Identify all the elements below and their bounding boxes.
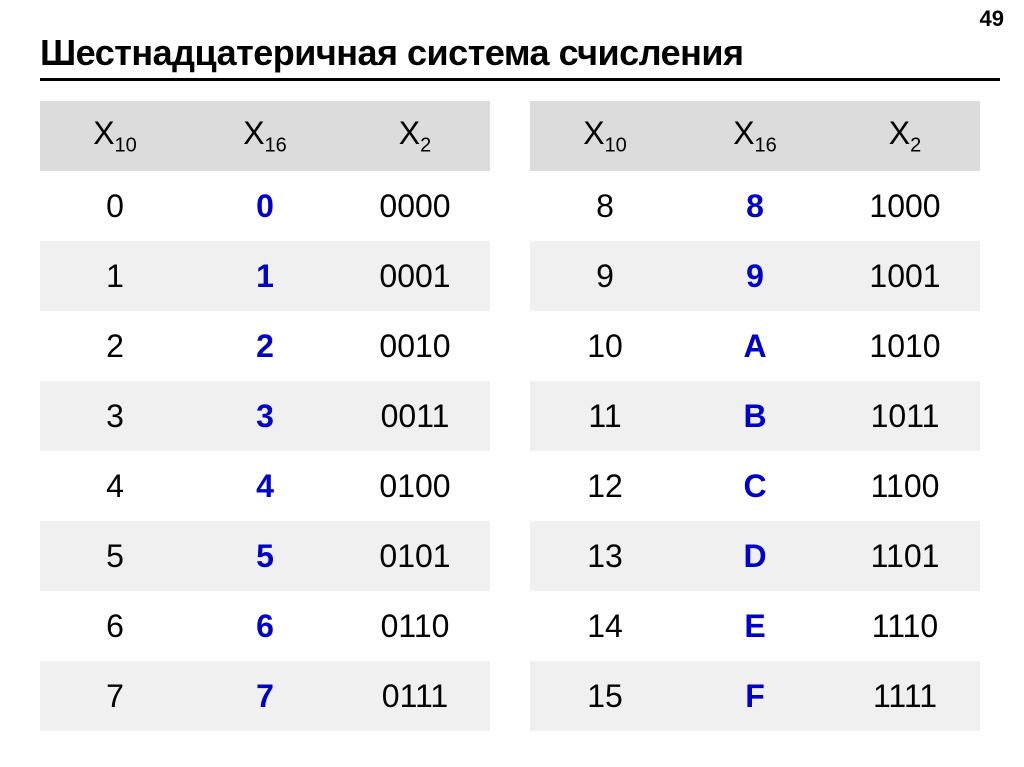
cell-dec: 0 — [40, 171, 190, 241]
right-table: X10 X16 X2 88100099100110A101011B101112C… — [530, 101, 980, 731]
cell-dec: 1 — [40, 241, 190, 311]
header-hex: X16 — [680, 101, 830, 171]
table-row: 770111 — [40, 661, 490, 731]
cell-dec: 9 — [530, 241, 680, 311]
table-row: 14E1110 — [530, 591, 980, 661]
cell-dec: 6 — [40, 591, 190, 661]
cell-hex: 2 — [190, 311, 340, 381]
cell-hex: C — [680, 451, 830, 521]
cell-bin: 0111 — [340, 661, 490, 731]
header-hex: X16 — [190, 101, 340, 171]
cell-dec: 11 — [530, 381, 680, 451]
cell-dec: 15 — [530, 661, 680, 731]
table-row: 13D1101 — [530, 521, 980, 591]
cell-dec: 12 — [530, 451, 680, 521]
cell-bin: 0101 — [340, 521, 490, 591]
table-row: 110001 — [40, 241, 490, 311]
cell-hex: 7 — [190, 661, 340, 731]
header-dec: X10 — [530, 101, 680, 171]
cell-dec: 8 — [530, 171, 680, 241]
cell-bin: 1111 — [830, 661, 980, 731]
cell-hex: D — [680, 521, 830, 591]
cell-bin: 1010 — [830, 311, 980, 381]
cell-hex: E — [680, 591, 830, 661]
cell-bin: 1101 — [830, 521, 980, 591]
cell-hex: A — [680, 311, 830, 381]
table-header-row: X10 X16 X2 — [530, 101, 980, 171]
cell-hex: 9 — [680, 241, 830, 311]
table-row: 11B1011 — [530, 381, 980, 451]
cell-hex: 0 — [190, 171, 340, 241]
cell-dec: 7 — [40, 661, 190, 731]
cell-bin: 0010 — [340, 311, 490, 381]
title-underline — [40, 78, 1000, 81]
cell-dec: 5 — [40, 521, 190, 591]
cell-dec: 2 — [40, 311, 190, 381]
page-number: 49 — [980, 6, 1004, 32]
cell-bin: 0000 — [340, 171, 490, 241]
cell-dec: 10 — [530, 311, 680, 381]
cell-dec: 13 — [530, 521, 680, 591]
header-bin: X2 — [340, 101, 490, 171]
table-row: 991001 — [530, 241, 980, 311]
cell-bin: 0001 — [340, 241, 490, 311]
tables-container: X10 X16 X2 00000011000122001033001144010… — [40, 101, 994, 731]
table-row: 440100 — [40, 451, 490, 521]
cell-bin: 1011 — [830, 381, 980, 451]
cell-bin: 1000 — [830, 171, 980, 241]
cell-bin: 1001 — [830, 241, 980, 311]
table-row: 881000 — [530, 171, 980, 241]
left-table: X10 X16 X2 00000011000122001033001144010… — [40, 101, 490, 731]
table-row: 15F1111 — [530, 661, 980, 731]
cell-dec: 3 — [40, 381, 190, 451]
cell-hex: 3 — [190, 381, 340, 451]
table-row: 10A1010 — [530, 311, 980, 381]
page-title: Шестнадцатеричная система счисления — [40, 32, 994, 74]
cell-hex: 8 — [680, 171, 830, 241]
cell-dec: 14 — [530, 591, 680, 661]
table-row: 330011 — [40, 381, 490, 451]
cell-bin: 1100 — [830, 451, 980, 521]
cell-dec: 4 — [40, 451, 190, 521]
cell-hex: 4 — [190, 451, 340, 521]
cell-hex: 6 — [190, 591, 340, 661]
cell-hex: 1 — [190, 241, 340, 311]
cell-bin: 0011 — [340, 381, 490, 451]
cell-hex: 5 — [190, 521, 340, 591]
table-row: 660110 — [40, 591, 490, 661]
cell-hex: F — [680, 661, 830, 731]
cell-bin: 1110 — [830, 591, 980, 661]
table-row: 12C1100 — [530, 451, 980, 521]
header-bin: X2 — [830, 101, 980, 171]
cell-bin: 0100 — [340, 451, 490, 521]
cell-bin: 0110 — [340, 591, 490, 661]
table-row: 550101 — [40, 521, 490, 591]
table-header-row: X10 X16 X2 — [40, 101, 490, 171]
table-row: 220010 — [40, 311, 490, 381]
header-dec: X10 — [40, 101, 190, 171]
table-row: 000000 — [40, 171, 490, 241]
cell-hex: B — [680, 381, 830, 451]
